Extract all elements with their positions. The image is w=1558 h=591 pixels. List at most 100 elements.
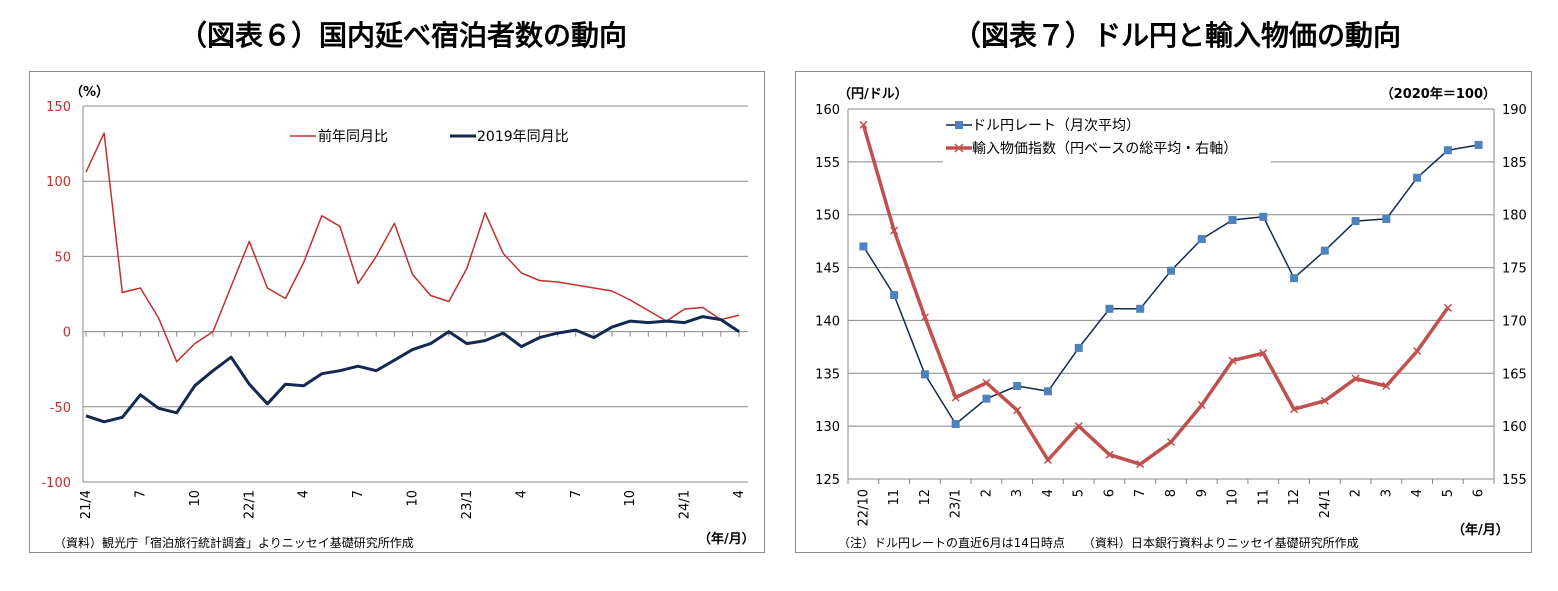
left-chart-panel: （%） 150 100 50 0 -50 -100 21/4 7 10 22/1 4 7 10 23/1… [29,71,765,553]
x-tick-label: 10 [188,490,203,507]
x-tick-label: 4 [514,490,529,498]
import-price-marker [1320,396,1329,405]
import-price-marker [859,120,868,129]
y-tick-label: 140 [815,314,840,329]
y-tick-label: 130 [815,420,840,435]
y2-tick-label: 190 [1502,103,1527,118]
y-tick-label: 145 [815,262,840,277]
import-price-marker [1197,400,1206,410]
x-tick-label: 3 [1379,489,1394,497]
x-tick-label: 7 [569,490,584,498]
y2-tick-label: 160 [1502,420,1527,435]
left-chart: （%） 150 100 50 0 -50 -100 21/4 7 10 22/1 4 7 10 23/1… [41,84,755,550]
x-tick-label: 10 [623,490,638,507]
dollar-yen-marker [1136,304,1145,313]
y-tick-label: 0 [63,326,71,341]
left-legend: 前年同月比 2019年同月比 [290,128,569,145]
import-price-marker [1105,450,1114,459]
right-x-unit-label: （年/月） [1452,522,1509,538]
dollar-yen-marker [1320,246,1329,255]
import-price-line [861,124,1450,466]
y2-tick-label: 165 [1502,367,1527,382]
series-line-2 [85,315,740,424]
import-price-marker [1074,422,1083,431]
legend-label-import-price: 輸入物価指数（円ベースの総平均・右軸） [972,141,1237,157]
x-tick-label: 23/1 [949,489,964,518]
legend-marker-import-price [954,143,964,153]
x-tick-label: 11 [887,489,902,506]
import-price-marker [890,226,899,235]
legend-label-series1: 前年同月比 [318,128,388,145]
y-tick-label: 50 [54,250,71,265]
dollar-yen-marker [982,394,991,403]
x-tick-label: 12 [918,489,933,506]
dollar-yen-marker [920,370,929,379]
dollar-yen-marker [1105,304,1114,313]
import-price-marker [1382,381,1391,391]
dollar-yen-marker [1013,381,1022,390]
y-tick-label: -100 [41,476,71,491]
left-x-unit-label: （年/月） [698,531,755,547]
y2-tick-label: 185 [1502,156,1527,171]
dollar-yen-marker [1228,216,1237,224]
dollar-yen-line [862,144,1479,425]
import-price-marker [1443,303,1452,312]
y2-tick-label: 155 [1502,473,1527,488]
import-price-marker [1043,455,1052,465]
dollar-yen-marker [1197,235,1206,244]
x-tick-label: 11 [1256,489,1271,506]
x-tick-label: 2 [1349,489,1364,497]
right-chart: （円/ドル） （2020年＝100） 160 155 150 145 140 135 130… [815,86,1527,550]
left-y-unit-label: （%） [70,84,109,100]
legend-label-series2: 2019年同月比 [477,129,569,145]
x-tick-label: 10 [406,490,421,507]
x-tick-label: 3 [1010,489,1025,497]
x-tick-label: 23/1 [460,490,475,519]
y-tick-label: 160 [815,103,840,118]
x-tick-label: 6 [1472,489,1487,497]
x-tick-label: 4 [297,490,312,498]
x-tick-label: 21/4 [79,490,94,519]
y-tick-label: 150 [815,209,840,224]
dollar-yen-marker [859,242,868,251]
x-tick-label: 4 [732,490,747,498]
dollar-yen-marker [1382,214,1391,223]
x-tick-label: 2 [979,489,994,497]
legend-background [943,114,1271,164]
x-tick-label: 8 [1164,489,1179,497]
import-price-marker [951,393,960,402]
y-tick-label: 135 [815,367,840,382]
right-chart-panel: （円/ドル） （2020年＝100） 160 155 150 145 140 135 130… [795,71,1532,553]
dollar-yen-marker [1259,212,1268,221]
left-source-note: （資料）観光庁「宿泊旅行統計調査」よりニッセイ基礎研究所作成 [54,535,414,550]
import-price-marker [1136,460,1145,469]
dollar-yen-marker [1351,217,1360,226]
import-price-marker [1228,356,1237,365]
y-tick-label: 150 [46,100,71,115]
dollar-yen-marker [1043,387,1052,396]
series-line-1 [85,132,740,363]
dollar-yen-marker [1074,343,1083,352]
import-price-marker [982,378,991,387]
right-source-note: （注）ドル円レートの直近6月は14日時点 （資料）日本銀行資料よりニッセイ基礎研… [838,535,1359,550]
x-tick-label: 4 [1041,489,1056,497]
import-price-marker [1413,347,1422,356]
y2-tick-label: 175 [1502,262,1527,277]
dollar-yen-marker [890,291,899,300]
right-chart-title: （図表７）ドル円と輸入物価の動向 [952,19,1401,52]
left-chart-title: （図表６）国内延べ宿泊者数の動向 [178,19,627,52]
legend-label-dollar-yen: ドル円レート（月次平均） [972,118,1140,134]
y2-tick-label: 170 [1502,314,1527,329]
import-price-marker [1013,406,1022,415]
y-tick-label: 100 [46,175,71,190]
import-price-marker [1351,374,1360,383]
import-price-marker [1259,349,1268,358]
y2-tick-label: 180 [1502,209,1527,224]
dollar-yen-marker [1290,274,1299,283]
y-tick-label: -50 [50,401,71,416]
x-tick-label: 22/10 [856,489,871,526]
x-tick-label: 9 [1195,489,1210,497]
x-tick-label: 24/1 [1318,489,1333,518]
x-tick-label: 7 [351,490,366,498]
import-price-marker [1166,437,1176,447]
